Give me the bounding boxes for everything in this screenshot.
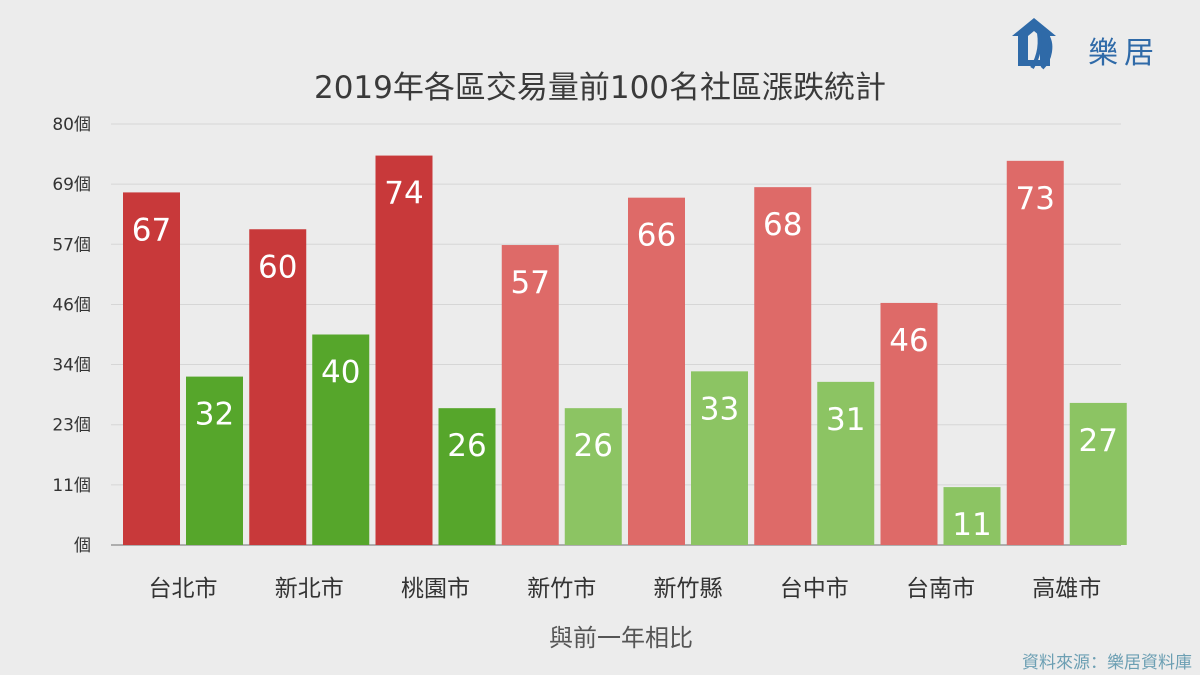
data-label: 68 xyxy=(763,207,802,243)
bar xyxy=(312,334,370,545)
bar xyxy=(754,187,812,545)
bar xyxy=(1069,402,1127,545)
house-logo-icon xyxy=(1012,18,1056,70)
bar xyxy=(249,229,307,545)
y-tick-label: 80個 xyxy=(52,115,91,135)
x-tick-label: 台中市 xyxy=(780,576,849,602)
data-label: 11 xyxy=(952,507,991,543)
data-label: 57 xyxy=(511,265,550,301)
x-tick-label: 台北市 xyxy=(149,576,218,602)
y-tick-label: 57個 xyxy=(52,235,91,255)
bar xyxy=(817,381,875,545)
data-label: 32 xyxy=(195,397,234,433)
y-tick-label: 23個 xyxy=(52,416,91,436)
bar xyxy=(628,197,685,546)
y-tick-label: 69個 xyxy=(52,175,91,195)
x-tick-label: 台南市 xyxy=(906,576,975,602)
bar xyxy=(123,192,180,545)
bar xyxy=(375,155,433,545)
data-label: 26 xyxy=(574,428,613,464)
y-tick-label: 11個 xyxy=(52,476,91,496)
x-tick-label: 新竹市 xyxy=(527,576,596,602)
data-label: 73 xyxy=(1016,181,1055,217)
x-axis-label: 與前一年相比 xyxy=(549,624,693,652)
data-label: 26 xyxy=(447,428,486,464)
data-label: 66 xyxy=(637,218,676,254)
data-label: 67 xyxy=(132,212,171,248)
bar xyxy=(1006,160,1064,545)
bar xyxy=(943,487,1001,545)
y-tick-label: 34個 xyxy=(52,356,91,376)
data-label: 27 xyxy=(1079,423,1118,459)
data-label: 46 xyxy=(889,323,928,359)
y-tick-label: 個 xyxy=(74,536,91,556)
x-tick-label: 新竹縣 xyxy=(654,576,723,602)
chart-title: 2019年各區交易量前100名社區漲跌統計 xyxy=(313,70,887,106)
logo-text: 樂居 xyxy=(1088,36,1160,71)
data-label: 33 xyxy=(700,391,739,427)
bar xyxy=(501,245,559,545)
data-label: 60 xyxy=(258,249,297,285)
bar xyxy=(564,408,622,545)
y-tick-label: 46個 xyxy=(52,295,91,315)
x-tick-label: 高雄市 xyxy=(1032,576,1101,602)
bar xyxy=(691,371,748,545)
x-tick-label: 桃園市 xyxy=(401,576,470,602)
source-note: 資料來源：樂居資料庫 xyxy=(1022,653,1192,673)
x-tick-label: 新北市 xyxy=(275,576,344,602)
bar xyxy=(880,302,938,545)
data-label: 31 xyxy=(826,402,865,438)
bar xyxy=(438,408,496,545)
bar xyxy=(186,376,243,545)
data-label: 74 xyxy=(384,176,423,212)
data-label: 40 xyxy=(321,355,360,391)
